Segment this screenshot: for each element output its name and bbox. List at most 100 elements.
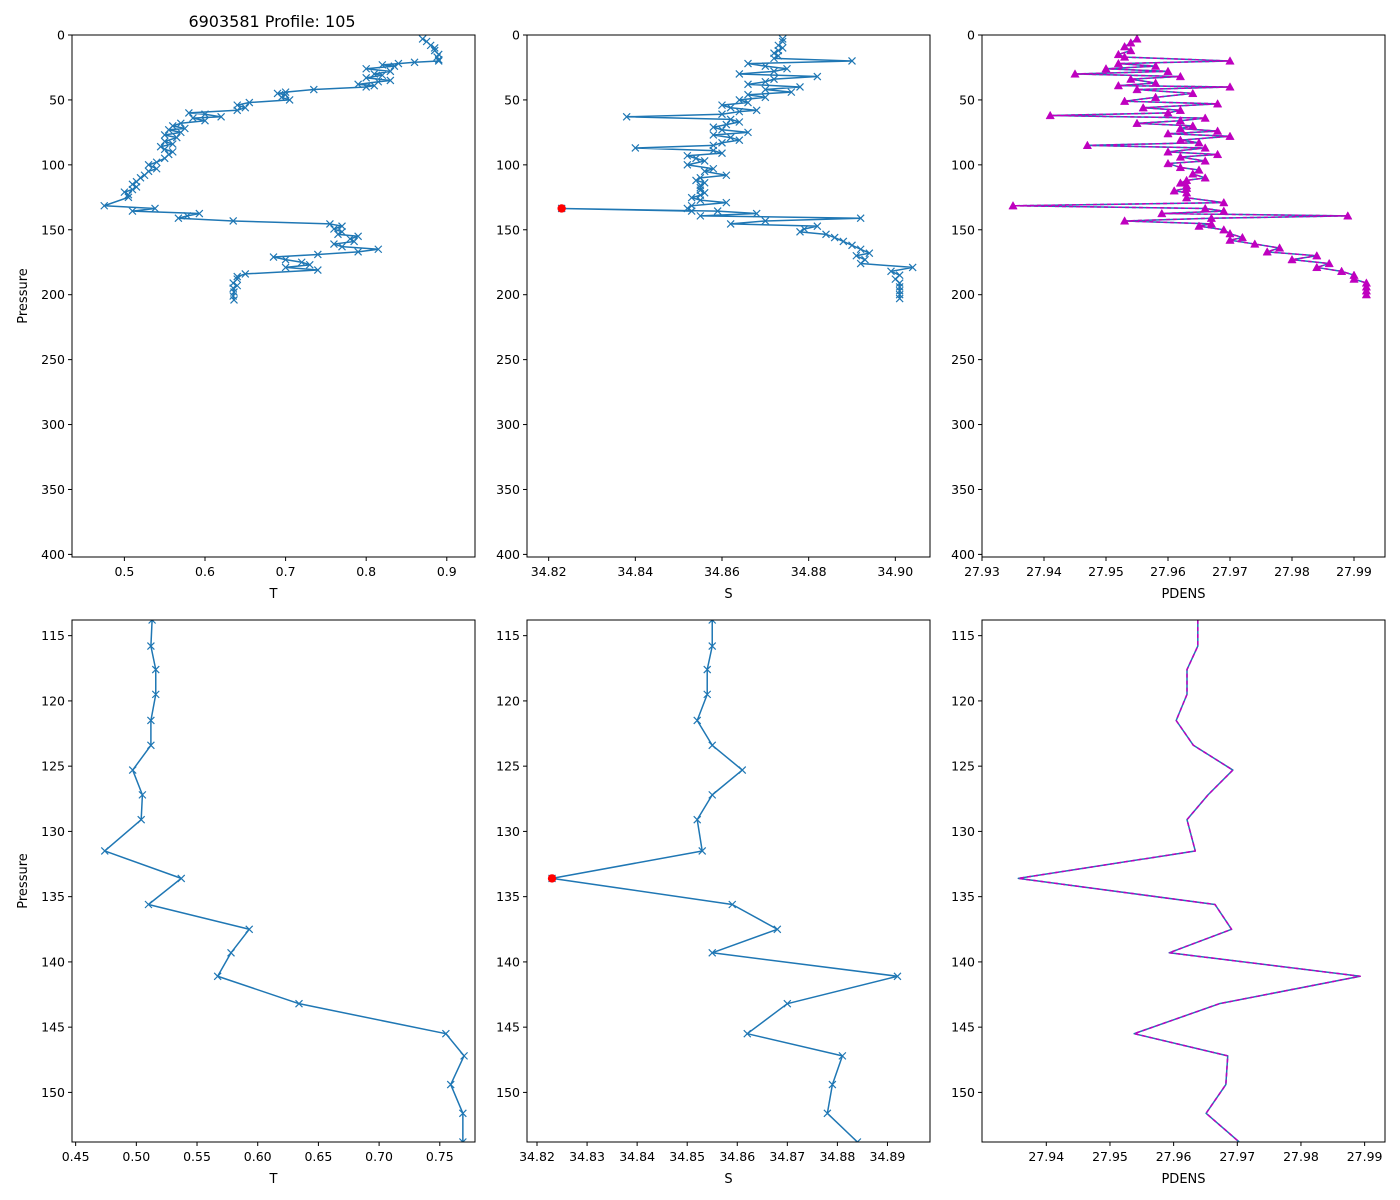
plot-area-top-S	[557, 35, 917, 303]
data-point	[708, 620, 717, 624]
x-tick-label: 0.60	[244, 1149, 272, 1164]
data-point	[1312, 251, 1322, 260]
data-point	[1200, 173, 1210, 182]
y-tick-label: 135	[41, 889, 65, 904]
data-point	[774, 51, 783, 60]
data-point	[151, 690, 160, 699]
data-point	[744, 128, 752, 137]
x-tick-label: 27.94	[1026, 564, 1062, 579]
data-point	[245, 98, 254, 107]
data-point	[295, 999, 303, 1008]
data-point	[1200, 113, 1210, 122]
data-point	[241, 103, 250, 112]
data-point	[410, 58, 419, 67]
x-tick-label: 34.89	[870, 1149, 906, 1164]
data-point	[1225, 82, 1235, 91]
x-axis-label: S	[724, 587, 732, 602]
y-tick-label: 50	[959, 92, 975, 107]
data-point	[277, 93, 286, 102]
axes-frame-top-T	[71, 34, 476, 558]
data-point	[1219, 197, 1229, 207]
data-point	[738, 766, 747, 774]
flag-point	[547, 874, 557, 883]
data-point	[687, 193, 696, 202]
x-tick-label: 34.83	[569, 1149, 605, 1164]
data-point	[124, 193, 133, 202]
panel-zoom-S: 34.82 34.83 34.84 34.85 34.86 34.87 34.88 34.89…	[496, 619, 931, 1187]
data-point	[164, 125, 173, 134]
data-point	[177, 874, 186, 883]
data-point	[1175, 178, 1186, 187]
data-point	[281, 255, 290, 264]
data-point	[144, 160, 153, 169]
data-point	[346, 234, 354, 243]
data-point	[148, 620, 157, 624]
data-point	[893, 972, 902, 981]
data-point	[783, 999, 792, 1008]
data-point	[1119, 41, 1130, 51]
data-point	[718, 125, 726, 134]
data-point	[160, 145, 169, 154]
data-point	[698, 847, 707, 855]
data-point	[752, 106, 761, 115]
data-point	[761, 217, 770, 225]
panel-top-S: 34.82 34.84 34.86 34.88 34.90 0 50 100 150 200 250…	[496, 28, 931, 602]
x-tick-label: 34.85	[669, 1149, 705, 1164]
data-point	[887, 267, 895, 276]
y-tick-label: 140	[496, 954, 520, 969]
data-point	[362, 64, 371, 73]
data-point	[761, 85, 770, 94]
data-point	[1126, 45, 1136, 55]
panel-zoom-T: 0.45 0.50 0.55 0.60 0.65 0.70 0.75 115 120 125 130…	[16, 619, 476, 1187]
data-point	[1132, 118, 1142, 127]
data-point	[297, 258, 306, 267]
x-tick-label: 34.90	[877, 564, 913, 579]
data-point	[718, 138, 726, 147]
y-tick-label: 100	[41, 157, 65, 172]
data-point	[174, 214, 183, 223]
y-tick-label: 115	[951, 628, 975, 643]
data-point	[1274, 243, 1285, 252]
x-tick-label: 27.96	[1150, 564, 1186, 579]
data-point	[722, 198, 731, 207]
data-point	[460, 1051, 468, 1060]
data-point	[744, 59, 752, 68]
data-point	[708, 948, 717, 957]
data-point	[458, 1138, 467, 1142]
plot-area-zoom-S	[547, 620, 902, 1142]
data-point	[1188, 88, 1198, 98]
data-point	[1163, 108, 1173, 117]
data-point	[709, 164, 718, 173]
y-tick-label: 100	[496, 157, 520, 172]
x-tick-label: 27.95	[1092, 1149, 1128, 1164]
data-point	[441, 1029, 450, 1038]
data-point	[330, 240, 338, 248]
x-tick-label: 27.98	[1283, 1149, 1319, 1164]
data-point	[726, 220, 735, 228]
data-point	[823, 1109, 832, 1118]
data-point	[830, 233, 839, 242]
data-point	[703, 665, 712, 674]
data-point	[338, 222, 346, 231]
data-point	[1175, 105, 1186, 114]
data-point	[696, 196, 705, 205]
data-point	[1206, 219, 1217, 228]
data-point	[744, 98, 752, 107]
x-tick-label: 34.88	[819, 1149, 855, 1164]
data-point	[370, 81, 379, 90]
data-point	[1225, 235, 1235, 244]
data-point	[1200, 156, 1210, 165]
data-point	[1119, 216, 1130, 225]
data-point	[213, 972, 222, 981]
data-point	[151, 665, 160, 674]
data-point	[908, 263, 917, 272]
data-point	[708, 642, 717, 651]
y-tick-label: 140	[951, 954, 975, 969]
data-point	[201, 110, 209, 119]
data-point	[1175, 135, 1186, 144]
data-point	[1361, 289, 1372, 299]
x-axis-label: T	[269, 587, 278, 602]
data-point	[151, 204, 159, 213]
data-point	[378, 60, 387, 69]
x-tick-label: 34.86	[719, 1149, 755, 1164]
